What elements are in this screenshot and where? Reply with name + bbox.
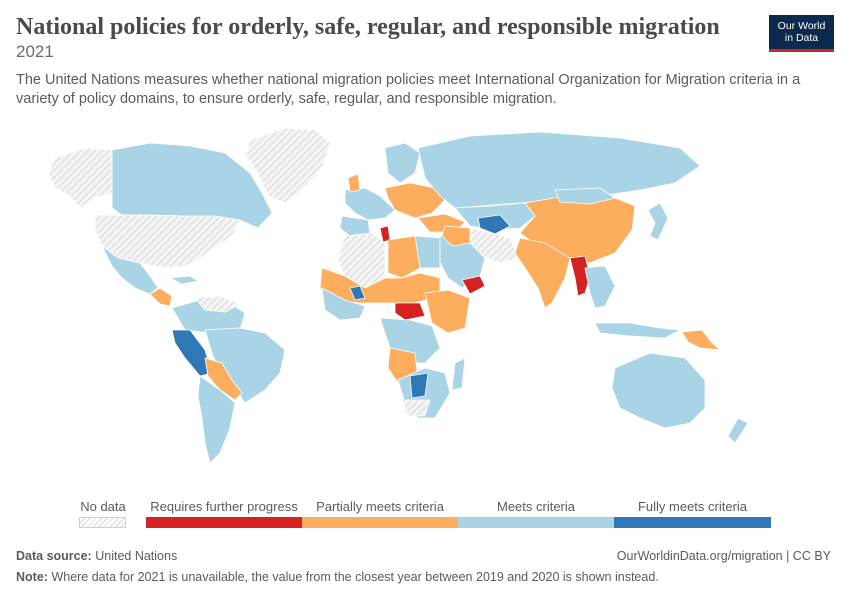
region-central-america[interactable] — [149, 287, 173, 307]
region-scandinavia[interactable] — [384, 142, 421, 184]
footnote-label: Note: — [16, 570, 48, 584]
legend-swatch-meets[interactable] — [458, 517, 614, 528]
logo-line-1: Our World — [777, 20, 826, 32]
legend-label-partially-meets: Partially meets criteria — [316, 499, 444, 514]
region-bolivia[interactable] — [204, 357, 243, 401]
legend-label-no-data: No data — [80, 499, 126, 514]
logo-line-2: in Data — [784, 32, 819, 44]
region-uk[interactable] — [347, 173, 361, 193]
legend-label-meets: Meets criteria — [496, 499, 576, 514]
region-western-europe[interactable] — [344, 187, 396, 221]
region-india[interactable] — [514, 237, 571, 309]
region-west-africa[interactable] — [321, 287, 366, 321]
chart-title: National policies for orderly, safe, reg… — [16, 14, 720, 40]
region-libya[interactable] — [387, 235, 421, 279]
region-ghana[interactable] — [349, 285, 366, 301]
region-southern-cone[interactable] — [197, 375, 236, 464]
region-iraq[interactable] — [441, 225, 471, 247]
data-source-value[interactable]: United Nations — [95, 549, 178, 563]
data-source-label: Data source: — [16, 549, 92, 563]
region-mexico[interactable] — [101, 245, 159, 295]
legend-label-fully-meets: Fully meets criteria — [637, 499, 748, 514]
region-egypt[interactable] — [414, 235, 441, 269]
map-legend: No data Requires further progress Partia… — [0, 496, 850, 536]
legend-swatch-fully-meets[interactable] — [614, 517, 771, 528]
footnote: Note: Where data for 2021 is unavailable… — [16, 570, 659, 584]
legend-swatch-partially-meets[interactable] — [302, 517, 458, 528]
world-map[interactable] — [0, 118, 850, 490]
region-venezuela[interactable] — [194, 295, 241, 313]
source-url[interactable]: OurWorldinData.org/migration | CC BY — [616, 549, 831, 563]
region-peru[interactable] — [171, 329, 213, 377]
region-myanmar[interactable] — [569, 255, 591, 297]
region-southeast-asia[interactable] — [584, 265, 616, 309]
region-australia[interactable] — [611, 352, 706, 429]
chart-description: The United Nations measures whether nati… — [16, 72, 801, 107]
owid-logo[interactable]: Our World in Data — [769, 15, 834, 52]
region-mozambique[interactable] — [409, 372, 429, 399]
legend-swatch-requires-progress[interactable] — [146, 517, 302, 528]
region-russia[interactable] — [417, 131, 701, 209]
legend-swatch-no-data — [79, 517, 126, 528]
region-turkmenistan[interactable] — [477, 214, 511, 235]
region-europe-partial[interactable] — [384, 182, 446, 219]
region-south-africa[interactable] — [401, 399, 431, 417]
region-papua-new-guinea[interactable] — [681, 329, 721, 351]
legend-label-requires-progress: Requires further progress — [150, 499, 298, 514]
data-source: Data source: United Nations — [16, 549, 177, 563]
region-greenland[interactable] — [245, 127, 331, 204]
region-caribbean[interactable] — [169, 275, 199, 285]
region-alaska[interactable] — [47, 147, 113, 209]
region-east-africa[interactable] — [424, 289, 471, 334]
region-mongolia[interactable] — [554, 187, 616, 205]
chart-year: 2021 — [16, 42, 54, 61]
region-japan[interactable] — [647, 202, 669, 241]
region-new-zealand[interactable] — [727, 417, 749, 444]
footnote-text: Where data for 2021 is unavailable, the … — [51, 570, 659, 584]
region-madagascar[interactable] — [451, 357, 466, 391]
region-yemen[interactable] — [461, 275, 486, 295]
region-chad-car[interactable] — [394, 302, 426, 321]
region-indonesia[interactable] — [594, 322, 681, 339]
